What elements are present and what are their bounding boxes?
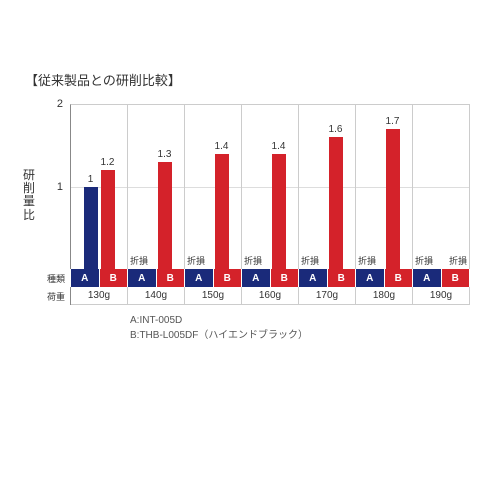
kind-a: A	[299, 269, 328, 287]
bar-value-label: 1.4	[272, 141, 286, 152]
legend: A:INT-005D B:THB-L005DF（ハイエンドブラック）	[130, 313, 470, 343]
kind-b: B	[100, 269, 128, 287]
bar-value-label: 1.4	[215, 141, 229, 152]
bar-group: 1.4 折損	[185, 105, 242, 269]
bar-group: 折損 折損	[413, 105, 470, 269]
weight-cell: 190g	[413, 287, 470, 305]
break-label-a: 折損	[130, 254, 148, 267]
weight-cell: 150g	[185, 287, 242, 305]
kind-cell: AB	[413, 269, 470, 287]
bar-b: 1.3	[158, 162, 172, 269]
y-tick-1: 1	[57, 181, 63, 193]
bar-value-label: 1.2	[101, 157, 115, 168]
bar-value-label: 1	[88, 174, 94, 185]
bar-value-label: 1.3	[158, 149, 172, 160]
kind-cells: ABABABABABABAB	[71, 269, 470, 287]
chart-container: 【従来製品との研削比較】 研削量比 2 1 11.21.3折損1.4折損1.4折…	[20, 50, 480, 450]
chart-title: 【従来製品との研削比較】	[20, 50, 480, 104]
kind-cell: AB	[128, 269, 185, 287]
weight-header: 荷重	[41, 287, 71, 305]
kind-a: A	[413, 269, 442, 287]
kind-cell: AB	[242, 269, 299, 287]
weight-cell: 170g	[299, 287, 356, 305]
bar-b: 1.2	[101, 170, 115, 269]
kind-a: A	[185, 269, 214, 287]
weight-cell: 160g	[242, 287, 299, 305]
bar-value-label: 1.6	[329, 124, 343, 135]
kind-b: B	[442, 269, 470, 287]
break-label-b: 折損	[449, 254, 467, 267]
break-label-a: 折損	[358, 254, 376, 267]
bar-group: 1.3 折損	[128, 105, 185, 269]
bar-a: 1	[84, 187, 98, 270]
weight-cells: 130g140g150g160g170g180g190g	[71, 287, 470, 305]
y-axis: 2 1	[40, 104, 65, 269]
bar-group: 11.2	[71, 105, 128, 269]
kind-a: A	[242, 269, 271, 287]
weight-cell: 130g	[71, 287, 128, 305]
kind-cell: AB	[356, 269, 413, 287]
y-axis-label: 研削量比	[22, 169, 36, 222]
plot-area: 11.21.3折損1.4折損1.4折損1.6折損1.7折損折損折損	[70, 104, 470, 269]
kind-b: B	[328, 269, 356, 287]
kind-row: 種類 ABABABABABABAB	[71, 269, 470, 287]
kind-cell: AB	[299, 269, 356, 287]
break-label-a: 折損	[301, 254, 319, 267]
legend-a: A:INT-005D	[130, 313, 470, 328]
legend-b: B:THB-L005DF（ハイエンドブラック）	[130, 328, 470, 343]
kind-cell: AB	[185, 269, 242, 287]
kind-a: A	[356, 269, 385, 287]
bar-value-label: 1.7	[386, 116, 400, 127]
weight-row: 荷重 130g140g150g160g170g180g190g	[71, 287, 470, 305]
bar-group: 1.6 折損	[299, 105, 356, 269]
kind-b: B	[214, 269, 242, 287]
chart-wrap: 研削量比 2 1 11.21.3折損1.4折損1.4折損1.6折損1.7折損折損…	[70, 104, 470, 343]
bar-b: 1.6	[329, 137, 343, 269]
kind-b: B	[271, 269, 299, 287]
kind-a: A	[128, 269, 157, 287]
bar-b: 1.7	[386, 129, 400, 269]
data-table: 種類 ABABABABABABAB 荷重 130g140g150g160g170…	[70, 269, 470, 305]
bar-group: 1.4 折損	[242, 105, 299, 269]
weight-cell: 180g	[356, 287, 413, 305]
kind-cell: AB	[71, 269, 128, 287]
break-label-a: 折損	[187, 254, 205, 267]
bar-group: 1.7 折損	[356, 105, 413, 269]
kind-b: B	[157, 269, 185, 287]
bar-b: 1.4	[215, 154, 229, 270]
kind-b: B	[385, 269, 413, 287]
weight-cell: 140g	[128, 287, 185, 305]
kind-header: 種類	[41, 269, 71, 287]
break-label-a: 折損	[415, 254, 433, 267]
kind-a: A	[71, 269, 100, 287]
break-label-a: 折損	[244, 254, 262, 267]
bar-b: 1.4	[272, 154, 286, 270]
y-tick-2: 2	[57, 98, 63, 110]
